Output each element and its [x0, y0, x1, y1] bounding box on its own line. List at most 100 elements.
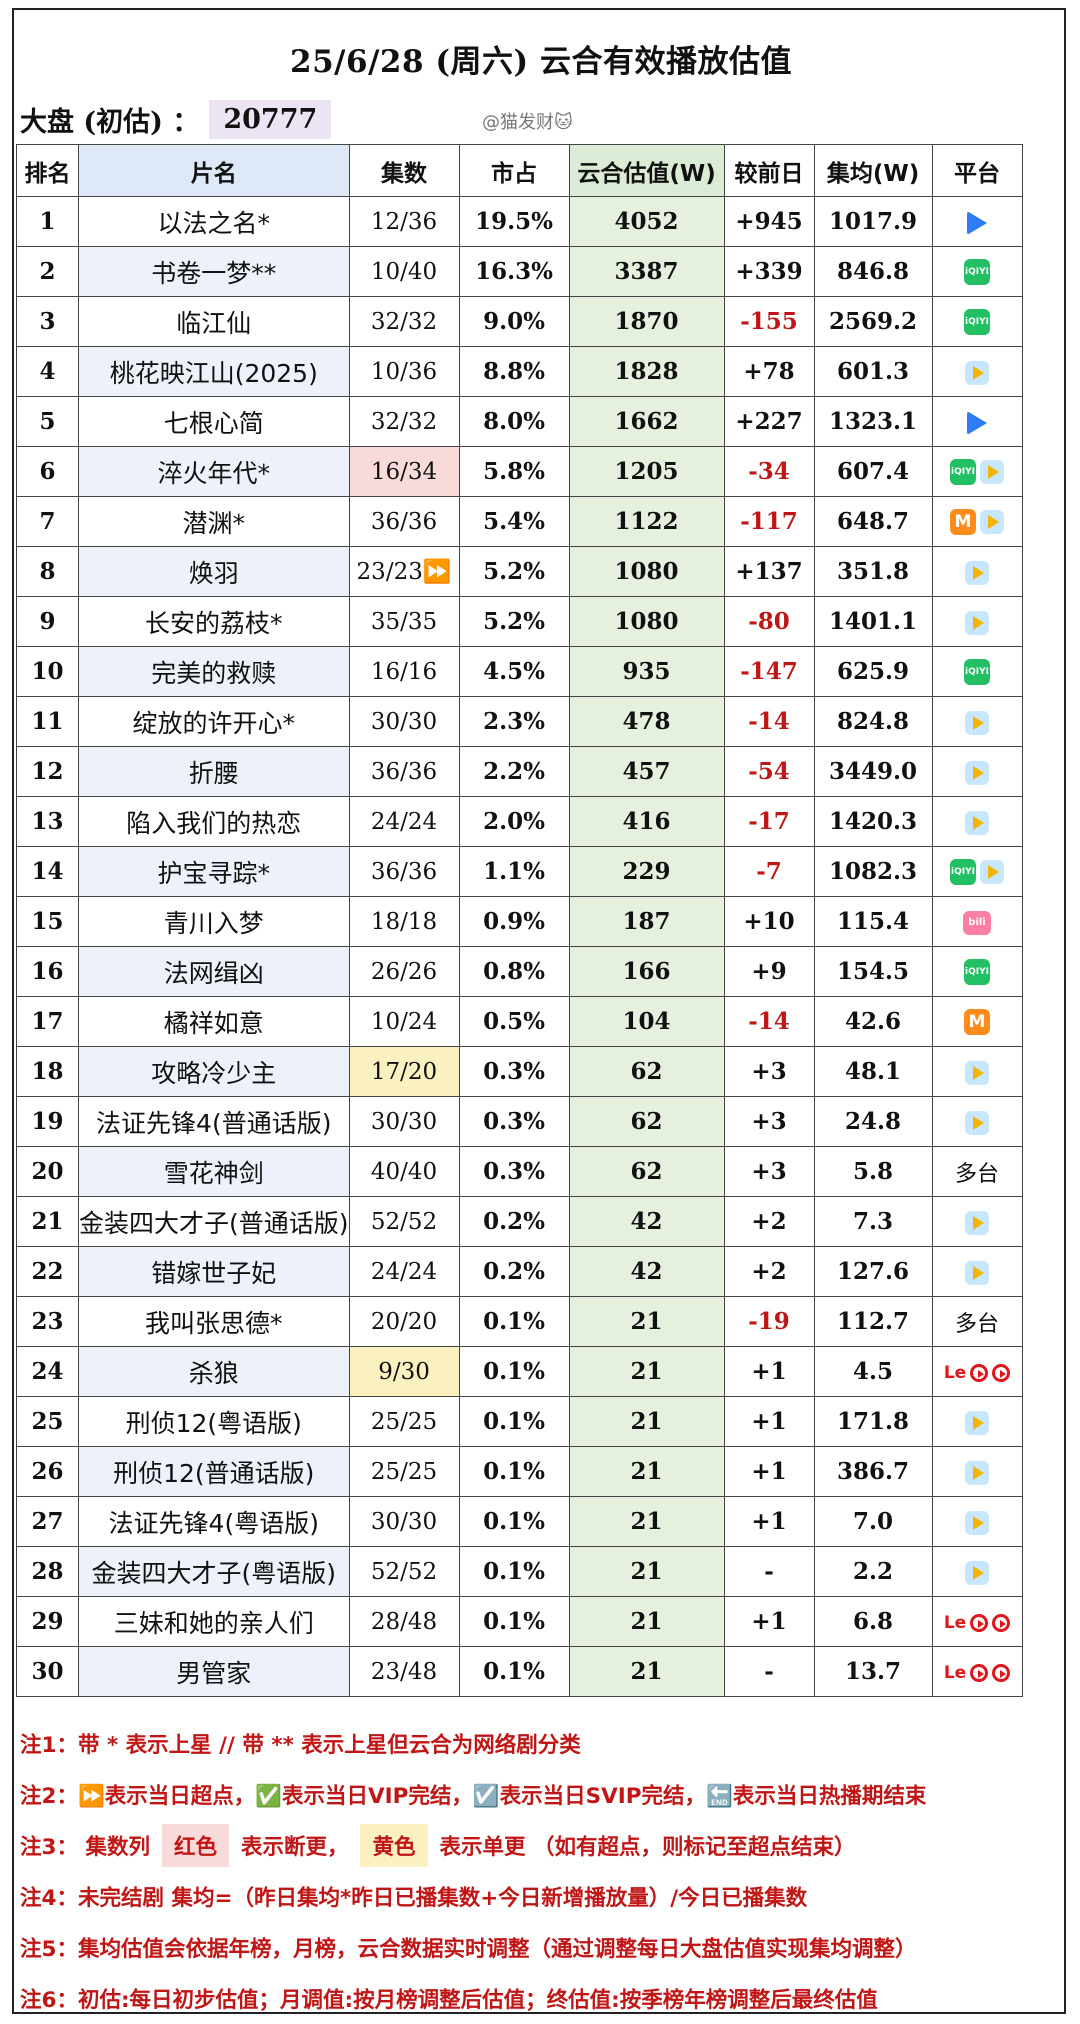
- notes-section: 注1：带 * 表示上星 // 带 ** 表示上星但云合为网络剧分类 注2：⏩表示…: [16, 1718, 1066, 2024]
- market-summary: 大盘 (初估) ： 20777: [20, 96, 332, 142]
- platform-cell: [931, 1246, 1023, 1297]
- name-cell: 攻略冷少主: [78, 1046, 350, 1097]
- platform-cell: Le: [931, 1596, 1023, 1647]
- delta-cell: -14: [723, 996, 815, 1047]
- rank-cell: 11: [16, 696, 79, 747]
- rank-cell: 27: [16, 1496, 79, 1547]
- average-cell: 1401.1: [813, 596, 933, 647]
- iqiyi-icon: iQIYI: [950, 459, 977, 485]
- estimate-cell: 416: [568, 796, 725, 847]
- letv-icon: Le: [943, 1662, 967, 1683]
- share-cell: 0.3%: [458, 1046, 570, 1097]
- delta-cell: +2: [723, 1246, 815, 1297]
- tencent-video-icon: [967, 210, 988, 235]
- delta-cell: +10: [723, 896, 815, 947]
- col-header-share: 市占: [458, 144, 570, 197]
- name-cell: 七根心简: [78, 396, 350, 447]
- platform-cell: iQIYI: [931, 296, 1023, 347]
- rank-cell: 22: [16, 1246, 79, 1297]
- name-cell: 杀狼: [78, 1346, 350, 1397]
- col-header-estimate: 云合估值(W): [568, 144, 725, 197]
- delta-cell: -17: [723, 796, 815, 847]
- estimate-cell: 21: [568, 1546, 725, 1597]
- average-cell: 1323.1: [813, 396, 933, 447]
- episodes-cell: 24/24: [348, 796, 460, 847]
- delta-cell: +2: [723, 1196, 815, 1247]
- platform-cell: iQIYI: [931, 646, 1023, 697]
- average-cell: 386.7: [813, 1446, 933, 1497]
- name-cell: 陷入我们的热恋: [78, 796, 350, 847]
- table-row: 21 金装四大才子(普通话版) 52/52 0.2% 42 +2 7.3: [16, 1196, 1023, 1247]
- estimate-cell: 21: [568, 1346, 725, 1397]
- platform-cell: [931, 1046, 1023, 1097]
- platform-cell: Le: [931, 1646, 1023, 1697]
- episodes-cell: 16/34: [348, 446, 460, 497]
- estimate-cell: 104: [568, 996, 725, 1047]
- average-cell: 3449.0: [813, 746, 933, 797]
- estimate-cell: 21: [568, 1396, 725, 1447]
- rank-cell: 24: [16, 1346, 79, 1397]
- rank-cell: 4: [16, 346, 79, 397]
- rank-cell: 29: [16, 1596, 79, 1647]
- share-cell: 0.2%: [458, 1246, 570, 1297]
- delta-cell: -7: [723, 846, 815, 897]
- estimate-cell: 1828: [568, 346, 725, 397]
- average-cell: 127.6: [813, 1246, 933, 1297]
- average-cell: 42.6: [813, 996, 933, 1047]
- estimate-cell: 1080: [568, 596, 725, 647]
- platform-cell: [931, 396, 1023, 447]
- episodes-cell: 52/52: [348, 1196, 460, 1247]
- col-header-rank: 排名: [16, 144, 79, 197]
- table-row: 10 完美的救赎 16/16 4.5% 935 -147 625.9 iQIYI: [16, 646, 1023, 697]
- table-row: 7 潜渊* 36/36 5.4% 1122 -117 648.7 M: [16, 496, 1023, 547]
- name-cell: 刑侦12(普通话版): [78, 1446, 350, 1497]
- name-cell: 完美的救赎: [78, 646, 350, 697]
- rank-cell: 9: [16, 596, 79, 647]
- estimate-cell: 21: [568, 1446, 725, 1497]
- share-cell: 0.2%: [458, 1196, 570, 1247]
- episodes-cell: 36/36: [348, 746, 460, 797]
- page-title: 25/6/28 (周六) 云合有效播放估值: [290, 44, 792, 80]
- episodes-cell: 30/30: [348, 1496, 460, 1547]
- col-header-delta: 较前日: [723, 144, 815, 197]
- episodes-cell: 24/24: [348, 1246, 460, 1297]
- average-cell: 1420.3: [813, 796, 933, 847]
- youku-icon: [965, 1410, 990, 1435]
- rank-cell: 10: [16, 646, 79, 697]
- market-label: 大盘 (初估) ：: [20, 106, 200, 138]
- estimate-cell: 62: [568, 1146, 725, 1197]
- delta-cell: -155: [723, 296, 815, 347]
- episodes-cell: 25/25: [348, 1446, 460, 1497]
- col-header-episodes: 集数: [348, 144, 460, 197]
- rank-cell: 25: [16, 1396, 79, 1447]
- delta-cell: +137: [723, 546, 815, 597]
- name-cell: 焕羽: [78, 546, 350, 597]
- episodes-cell: 40/40: [348, 1146, 460, 1197]
- rank-cell: 23: [16, 1296, 79, 1347]
- share-cell: 0.1%: [458, 1296, 570, 1347]
- share-cell: 0.9%: [458, 896, 570, 947]
- table-row: 8 焕羽 23/23⏩ 5.2% 1080 +137 351.8: [16, 546, 1023, 597]
- share-cell: 19.5%: [458, 196, 570, 247]
- rank-cell: 21: [16, 1196, 79, 1247]
- episodes-cell: 23/48: [348, 1646, 460, 1697]
- rank-cell: 18: [16, 1046, 79, 1097]
- estimate-cell: 166: [568, 946, 725, 997]
- average-cell: 2.2: [813, 1546, 933, 1597]
- iqiyi-icon: iQIYI: [964, 959, 991, 985]
- table-row: 14 护宝寻踪* 36/36 1.1% 229 -7 1082.3 iQIYI: [16, 846, 1023, 897]
- estimate-cell: 3387: [568, 246, 725, 297]
- share-cell: 0.1%: [458, 1446, 570, 1497]
- platform-cell: [931, 1496, 1023, 1547]
- average-cell: 13.7: [813, 1646, 933, 1697]
- col-header-platform: 平台: [931, 144, 1023, 197]
- estimate-cell: 1870: [568, 296, 725, 347]
- table-row: 20 雪花神剑 40/40 0.3% 62 +3 5.8 多台: [16, 1146, 1023, 1197]
- episodes-cell: 36/36: [348, 846, 460, 897]
- note-6: 注6：初估:每日初步估值；月调值:按月榜调整后估值；终估值:按季榜年榜调整后最终…: [20, 1988, 878, 2013]
- table-row: 11 绽放的许开心* 30/30 2.3% 478 -14 824.8: [16, 696, 1023, 747]
- rank-cell: 14: [16, 846, 79, 897]
- rank-cell: 17: [16, 996, 79, 1047]
- estimate-cell: 1662: [568, 396, 725, 447]
- table-row: 17 橘祥如意 10/24 0.5% 104 -14 42.6 M: [16, 996, 1023, 1047]
